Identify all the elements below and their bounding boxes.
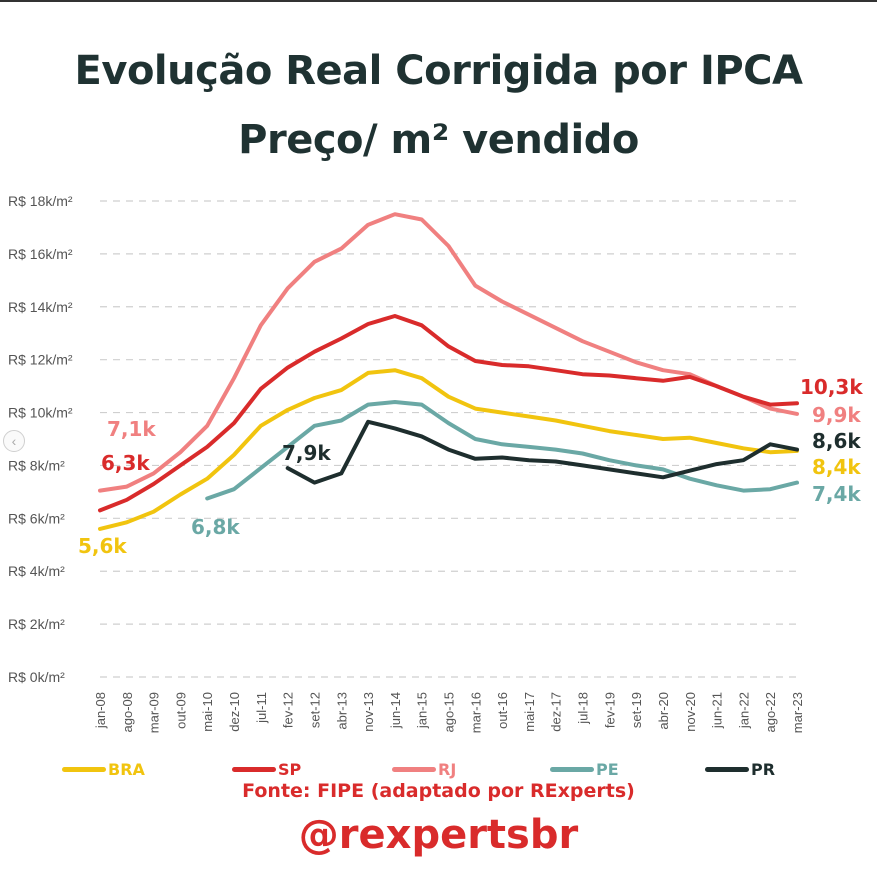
x-tick-label: jul-11 bbox=[254, 692, 269, 724]
series-line-bra bbox=[98, 368, 799, 531]
y-tick-label: R$ 12k/m² bbox=[8, 352, 73, 368]
end-label-pe: 7,4k bbox=[812, 482, 861, 506]
legend-label-pr: PR bbox=[751, 759, 776, 779]
legend-item-bra: BRA bbox=[62, 757, 145, 781]
source-note: Fonte: FIPE (adaptado por RExperts) bbox=[242, 780, 635, 802]
start-label-pe: 6,8k bbox=[191, 515, 240, 539]
x-tick-label: abr-13 bbox=[334, 692, 349, 730]
x-tick-label: jan-15 bbox=[415, 692, 430, 729]
y-tick-label: R$ 2k/m² bbox=[8, 616, 65, 632]
end-label-pr: 8,6k bbox=[812, 429, 861, 453]
y-tick-label: R$ 14k/m² bbox=[8, 299, 73, 315]
line-chart: R$ 0k/m² R$ 2k/m² R$ 4k/m² R$ 6k/m² R$ 8k/m²… bbox=[8, 193, 863, 733]
x-tick-label: jun-14 bbox=[388, 692, 403, 729]
x-tick-label: nov-20 bbox=[683, 692, 698, 732]
y-tick-label: R$ 18k/m² bbox=[8, 193, 73, 209]
start-label-sp: 6,3k bbox=[101, 451, 150, 475]
x-tick-label: set-12 bbox=[307, 692, 322, 728]
y-tick-label: R$ 0k/m² bbox=[8, 669, 65, 685]
legend-swatch-pe bbox=[550, 766, 594, 772]
end-label-sp: 10,3k bbox=[800, 375, 863, 399]
legend-item-pe: PE bbox=[550, 757, 619, 781]
end-label-rj: 9,9k bbox=[812, 403, 861, 427]
x-tick-label: ago-15 bbox=[442, 692, 457, 732]
series-line-pr bbox=[285, 419, 799, 485]
series-line-rj bbox=[98, 212, 799, 493]
x-tick-label: mar-09 bbox=[147, 692, 162, 733]
x-tick-label: jan-22 bbox=[736, 692, 751, 729]
x-tick-label: mar-23 bbox=[790, 692, 805, 733]
social-handle: @rexpertsbr bbox=[298, 812, 579, 858]
x-tick-label: out-16 bbox=[495, 692, 510, 729]
legend-label-rj: RJ bbox=[438, 759, 457, 779]
y-tick-label: R$ 4k/m² bbox=[8, 563, 65, 579]
x-tick-label: nov-13 bbox=[361, 692, 376, 732]
start-label-bra: 5,6k bbox=[78, 534, 127, 558]
start-label-pr: 7,9k bbox=[282, 441, 331, 465]
chevron-left-icon[interactable]: ‹ bbox=[3, 430, 25, 452]
legend-label-sp: SP bbox=[278, 759, 302, 779]
end-label-bra: 8,4k bbox=[812, 455, 861, 479]
legend-item-sp: SP bbox=[232, 757, 301, 781]
y-tick-label: R$ 6k/m² bbox=[8, 510, 65, 526]
start-label-rj: 7,1k bbox=[107, 417, 156, 441]
legend-swatch-pr bbox=[705, 766, 749, 772]
x-tick-label: ago-08 bbox=[120, 692, 135, 732]
legend-swatch-sp bbox=[232, 766, 276, 772]
legend-swatch-bra bbox=[62, 766, 106, 772]
x-tick-label: mai-17 bbox=[522, 692, 537, 732]
x-tick-label: set-19 bbox=[629, 692, 644, 728]
x-tick-label: jun-21 bbox=[710, 692, 725, 729]
y-tick-label: R$ 16k/m² bbox=[8, 246, 73, 262]
x-tick-label: dez-17 bbox=[549, 692, 564, 732]
series-line-pe bbox=[205, 400, 799, 501]
chart-subtitle: Preço/ m² vendido bbox=[238, 117, 639, 163]
y-tick-label: R$ 8k/m² bbox=[8, 457, 65, 473]
legend-swatch-rj bbox=[392, 766, 436, 772]
x-tick-label: jan-08 bbox=[93, 692, 108, 729]
x-tick-label: dez-10 bbox=[227, 692, 242, 732]
top-border bbox=[0, 0, 877, 2]
legend-item-pr: PR bbox=[705, 757, 775, 781]
x-tick-label: mai-10 bbox=[200, 692, 215, 732]
x-tick-label: mar-16 bbox=[468, 692, 483, 733]
legend-label-bra: BRA bbox=[108, 759, 145, 779]
x-tick-label: ago-22 bbox=[763, 692, 778, 732]
series-line-sp bbox=[98, 314, 799, 513]
x-tick-label: fev-19 bbox=[602, 692, 617, 728]
legend-item-rj: RJ bbox=[392, 757, 456, 781]
x-tick-label: jul-18 bbox=[576, 692, 591, 725]
x-tick-label: out-09 bbox=[173, 692, 188, 729]
x-tick-label: fev-12 bbox=[281, 692, 296, 728]
y-tick-label: R$ 10k/m² bbox=[8, 405, 73, 421]
chart-title: Evolução Real Corrigida por IPCA bbox=[74, 48, 803, 94]
legend-label-pe: PE bbox=[596, 759, 619, 779]
x-tick-label: abr-20 bbox=[656, 692, 671, 730]
